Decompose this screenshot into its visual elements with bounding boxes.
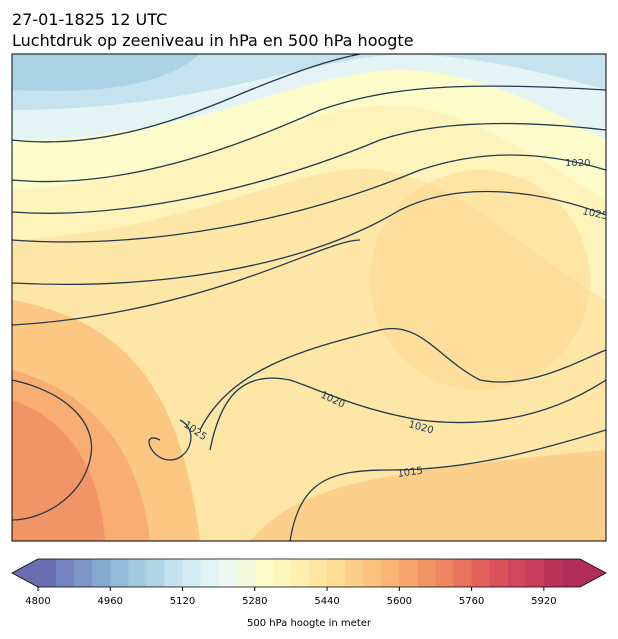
colorbar-bin <box>182 559 202 587</box>
isobar-label: 1020 <box>565 158 590 169</box>
colorbar-bin <box>146 559 165 587</box>
colorbar-bin <box>363 559 382 587</box>
colorbar-tick-label: 5600 <box>387 596 412 607</box>
colorbar-bin <box>236 559 256 587</box>
isobar-label: 1025 <box>581 206 608 222</box>
colorbar-bin <box>128 559 147 587</box>
isobar-label: 1015 <box>397 466 424 480</box>
colorbar-tick-label: 5920 <box>531 596 556 607</box>
colorbar-bin <box>453 559 473 587</box>
colorbar-tick-label: 4960 <box>98 596 123 607</box>
colorbar-bin <box>561 559 581 587</box>
colorbar-bin <box>254 559 274 587</box>
map-frame <box>11 53 607 542</box>
colorbar-bin <box>290 559 310 587</box>
colorbar-bin <box>543 559 563 587</box>
colorbar-bin <box>110 559 129 587</box>
colorbar-tick-label: 5440 <box>314 596 339 607</box>
colorbar-label: 500 hPa hoogte in meter <box>247 618 372 629</box>
colorbar-bin <box>309 559 328 587</box>
colorbar: 4800 4960 5120 5280 5440 5600 5760 5920 <box>11 558 607 607</box>
colorbar-tick-label: 5120 <box>170 596 195 607</box>
colorbar-bin <box>38 559 57 587</box>
title: Luchtdruk op zeeniveau in hPa en 500 hPa… <box>12 31 414 50</box>
colorbar-bin <box>507 559 527 587</box>
map <box>12 54 606 541</box>
colorbar-bin <box>381 559 400 587</box>
colorbar-bin <box>435 559 455 587</box>
colorbar-bin <box>489 559 509 587</box>
colorbar-extend <box>580 559 606 587</box>
colorbar-tick-label: 5760 <box>459 596 484 607</box>
colorbar-bin <box>272 559 292 587</box>
colorbar-bin <box>74 559 93 587</box>
colorbar-bin <box>218 559 238 587</box>
colorbar-bin <box>345 559 364 587</box>
colorbar-bin <box>525 559 545 587</box>
colorbar-extend <box>12 559 38 587</box>
colorbar-bin <box>56 559 75 587</box>
colorbar-frame <box>11 558 607 588</box>
colorbar-bin <box>471 559 491 587</box>
colorbar-bin <box>327 559 346 587</box>
colorbar-bin <box>200 559 220 587</box>
colorbar-bin <box>399 559 418 587</box>
colorbar-bin <box>164 559 184 587</box>
colorbar-bin <box>417 559 436 587</box>
date: 27-01-1825 12 UTC <box>12 10 167 29</box>
colorbar-tick-label: 4800 <box>25 596 50 607</box>
colorbar-tick-label: 5280 <box>242 596 267 607</box>
colorbar-bin <box>92 559 111 587</box>
